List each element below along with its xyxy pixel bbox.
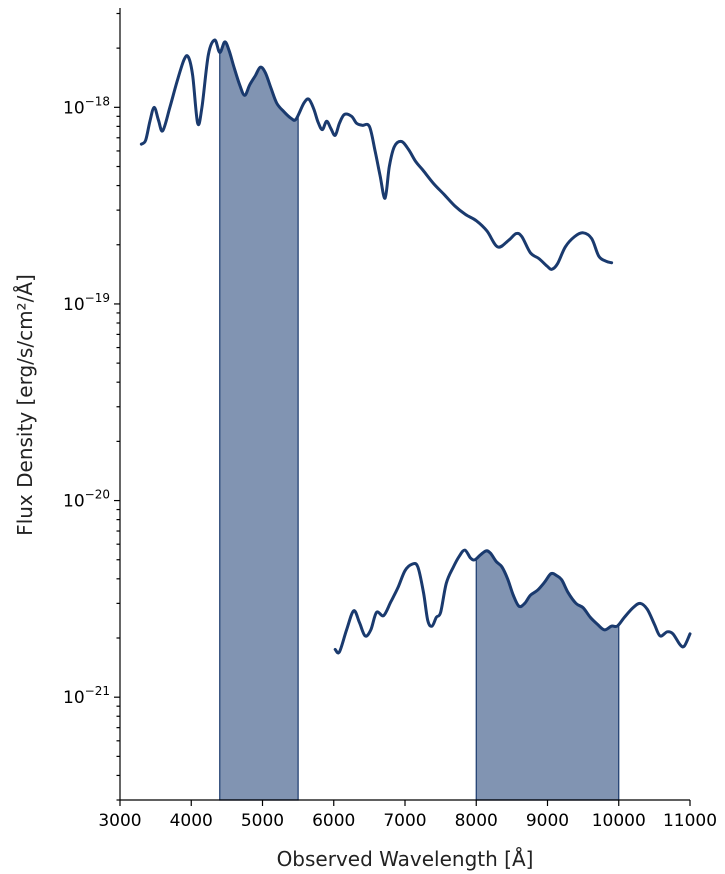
y-tick-label: 10−19 [63, 291, 110, 315]
x-tick-label: 10000 [592, 811, 646, 831]
x-tick-label: 5000 [241, 811, 284, 831]
x-tick-label: 3000 [98, 811, 141, 831]
x-axis-label: Observed Wavelength [Å] [277, 847, 534, 871]
shaded-region-2 [475, 550, 620, 801]
x-tick-label: 7000 [383, 811, 426, 831]
x-tick-label: 6000 [312, 811, 355, 831]
y-tick-label: 10−20 [63, 488, 110, 512]
y-axis-label: Flux Density [erg/s/cm²/Å] [13, 274, 37, 536]
y-axis: 10−21 10−20 10−19 10−18 [63, 8, 121, 801]
y-tick-label: 10−21 [63, 684, 110, 708]
x-axis: 3000 4000 5000 6000 7000 8000 9000 10000 11000 [98, 799, 717, 831]
x-tick-label: 9000 [526, 811, 569, 831]
y-tick-label: 10−18 [63, 94, 110, 118]
spectra-series [139, 38, 692, 655]
spectrum-line-1 [139, 38, 614, 271]
x-tick-label: 11000 [663, 811, 717, 831]
shaded-region-1 [219, 41, 299, 801]
spectrum-line-2 [333, 548, 692, 655]
shaded-regions [219, 41, 620, 801]
x-tick-label: 4000 [170, 811, 213, 831]
x-tick-label: 8000 [455, 811, 498, 831]
